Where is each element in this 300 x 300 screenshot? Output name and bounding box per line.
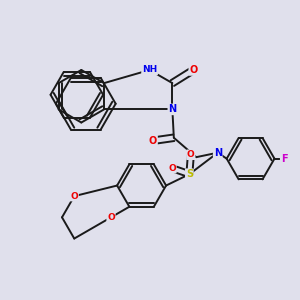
Text: N: N <box>214 148 222 158</box>
Text: NH: NH <box>142 65 157 74</box>
Text: N: N <box>168 104 176 114</box>
Text: O: O <box>107 213 115 222</box>
Text: O: O <box>187 150 195 159</box>
Text: F: F <box>281 154 287 164</box>
Text: O: O <box>149 136 157 146</box>
Text: O: O <box>70 192 78 201</box>
Text: O: O <box>189 65 197 75</box>
Text: O: O <box>168 164 176 173</box>
Text: S: S <box>186 169 193 179</box>
